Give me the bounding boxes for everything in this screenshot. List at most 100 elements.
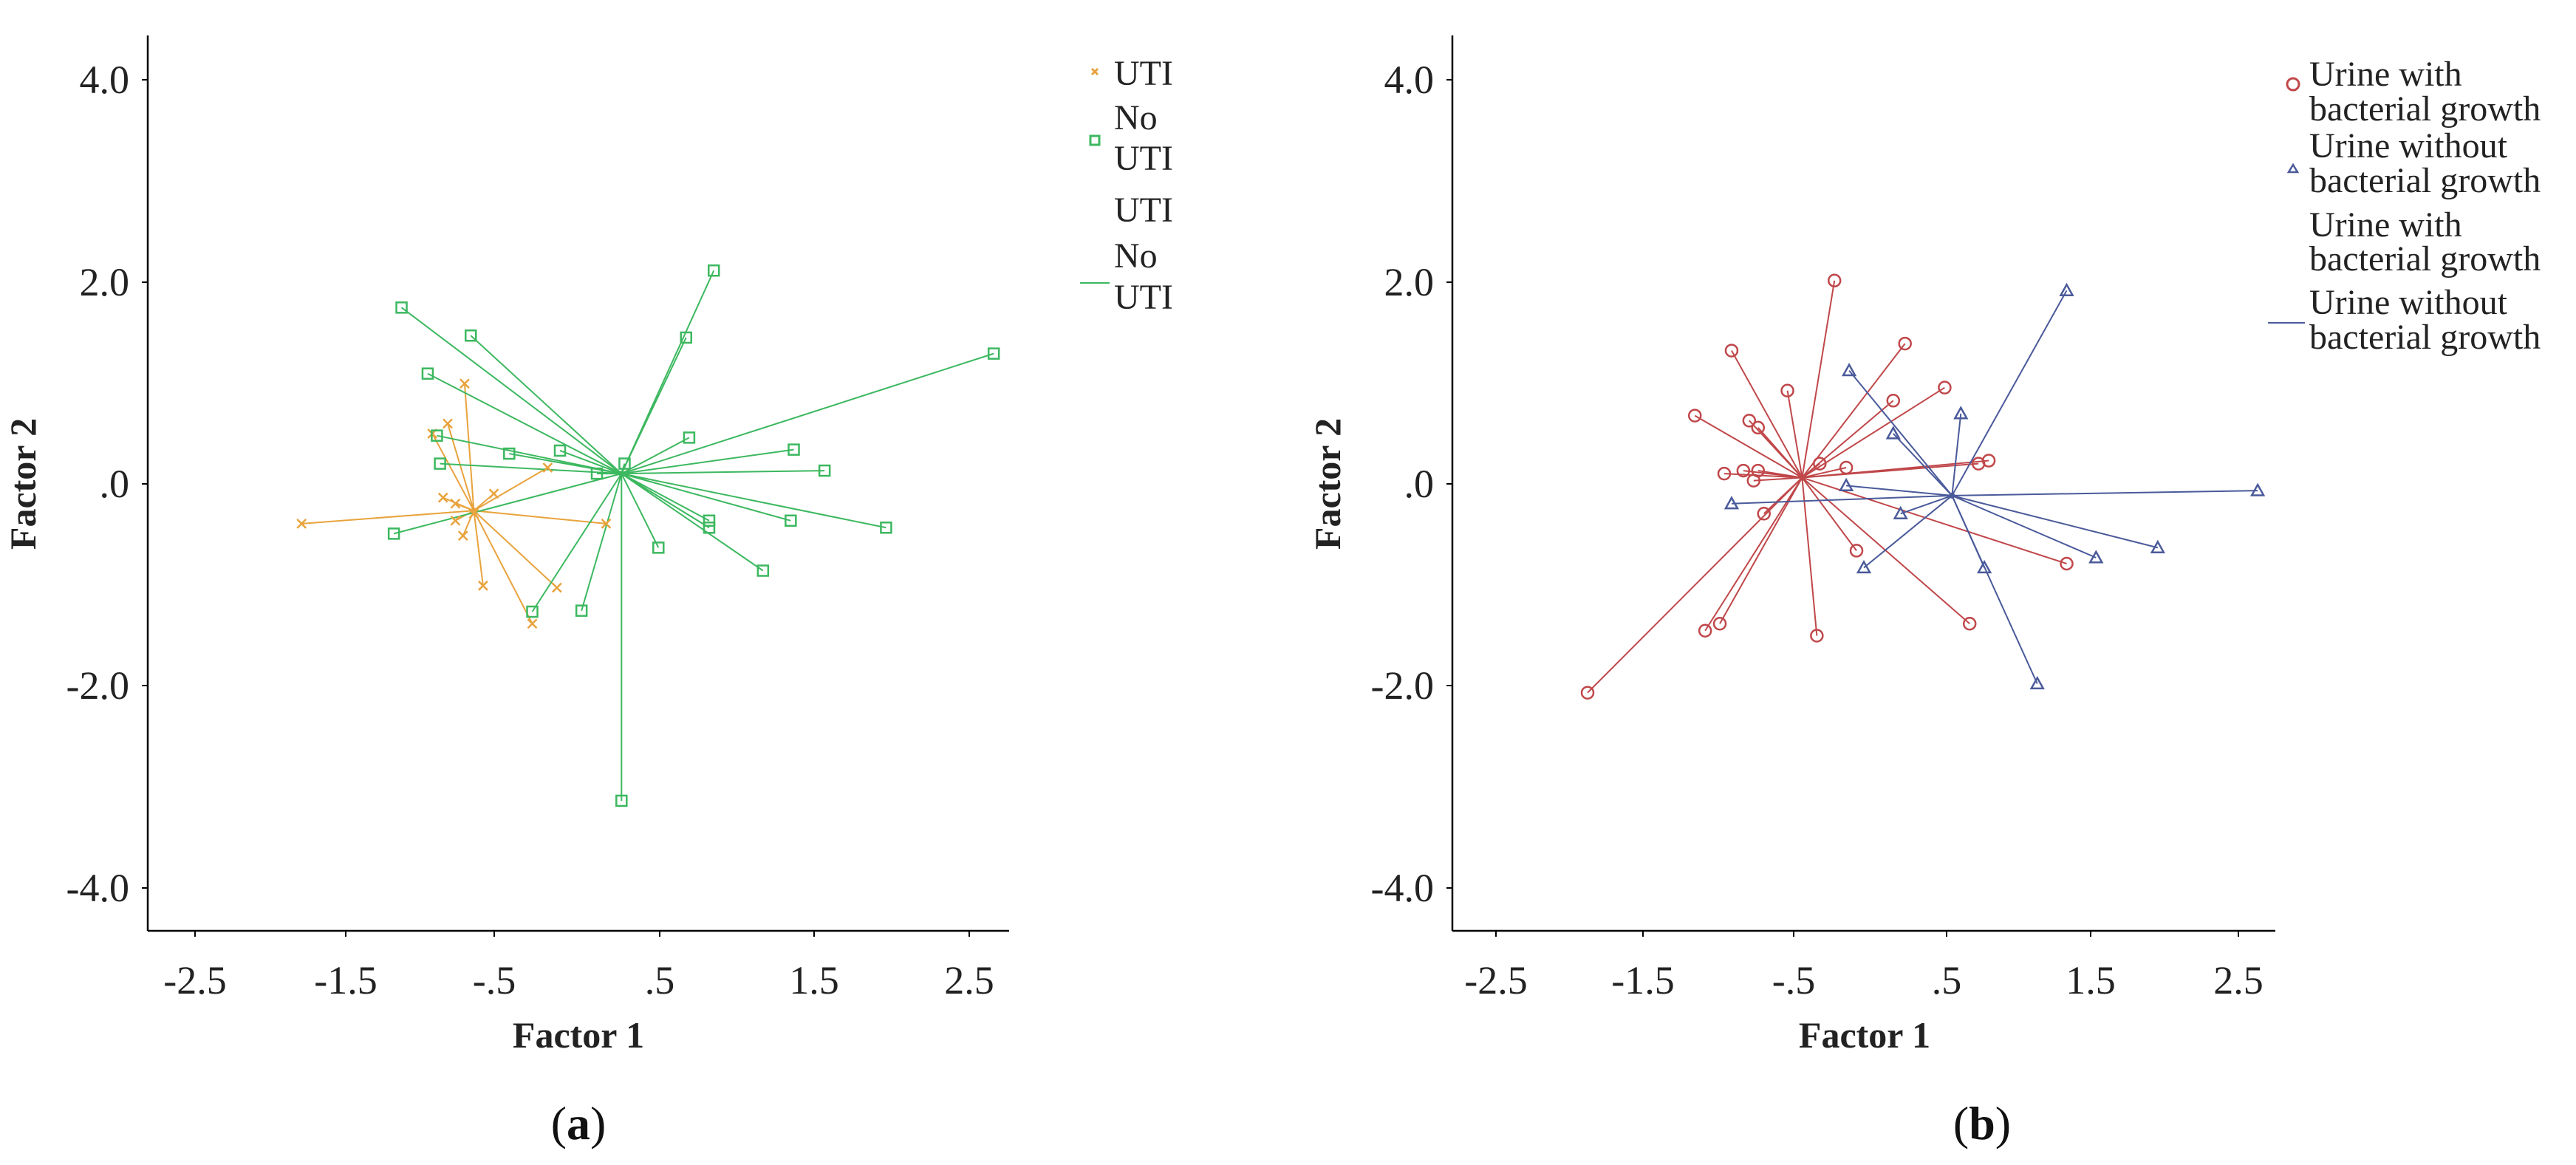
data-point-triangle bbox=[2088, 550, 2104, 564]
data-point-circle bbox=[1780, 383, 1794, 397]
x-tick-label: -2.5 bbox=[1464, 958, 1527, 1002]
data-point-triangle bbox=[2150, 539, 2165, 553]
data-point-square bbox=[526, 605, 539, 618]
x-ticks bbox=[194, 931, 970, 937]
y-ticks bbox=[1446, 79, 1452, 889]
y-tick-label: 4.0 bbox=[1384, 58, 1435, 102]
centroid-spoke-line bbox=[1731, 350, 1803, 479]
y-axis-title: Factor 2 bbox=[2, 418, 44, 550]
data-point-triangle bbox=[1723, 496, 1740, 510]
legend-label: bacterial growth bbox=[2309, 89, 2541, 129]
legend-label: UTI bbox=[1114, 54, 1173, 93]
data-point-circle bbox=[1724, 344, 1739, 358]
centroid-spoke-line bbox=[470, 335, 622, 474]
centroid-spoke-line bbox=[474, 510, 607, 525]
data-point-square bbox=[987, 347, 1000, 360]
centroid-spoke-line bbox=[1801, 476, 1857, 552]
data-point-circle bbox=[1698, 624, 1712, 638]
data-point-cross bbox=[296, 518, 307, 529]
y-tick-labels: 4.0 2.0 .0 -2.0 -4.0 bbox=[66, 58, 129, 910]
data-point-cross bbox=[457, 530, 468, 541]
y-tick-label: 4.0 bbox=[80, 58, 130, 102]
legend-item-no-uti-line: No UTI bbox=[1080, 236, 1173, 317]
centroid-spoke-line bbox=[1801, 343, 1906, 479]
data-point-circle bbox=[1687, 409, 1702, 423]
panel-label-a: (a) bbox=[551, 1097, 607, 1149]
centroid-spoke-line bbox=[1753, 476, 1803, 482]
centroid-spoke-line bbox=[621, 352, 994, 475]
legend-b: Urine with bacterial growth Urine withou… bbox=[2268, 55, 2541, 357]
centroid-spoke-line bbox=[621, 473, 710, 522]
group-centroid bbox=[1949, 492, 1955, 499]
centroid-spoke-line bbox=[531, 473, 623, 612]
legend-item-without-growth-line: Urine without bacterial growth bbox=[2268, 283, 2541, 357]
data-point-circle bbox=[1971, 457, 1986, 471]
legend-label: bacterial growth bbox=[2309, 161, 2541, 200]
legend-triangle-marker bbox=[2286, 163, 2300, 174]
x-tick-label: 1.5 bbox=[2066, 958, 2116, 1002]
data-point-circle bbox=[1813, 457, 1827, 471]
x-tick-label: -2.5 bbox=[163, 958, 226, 1002]
x-tick-label: 2.5 bbox=[944, 958, 994, 1002]
data-point-square bbox=[683, 431, 696, 444]
y-tick-label: .0 bbox=[1404, 462, 1435, 506]
data-point-square bbox=[703, 522, 716, 534]
data-point-cross bbox=[450, 515, 461, 526]
centroid-spoke-line bbox=[1848, 370, 1953, 496]
centroid-spoke-line bbox=[1952, 490, 2258, 496]
centroid-spoke-line bbox=[1694, 414, 1803, 479]
centroid-spoke-line bbox=[1893, 433, 1953, 496]
legend-item-with-growth-marker: Urine with bacterial growth bbox=[2286, 55, 2541, 129]
data-point-square bbox=[618, 457, 631, 470]
centroid-spoke-line bbox=[1786, 390, 1803, 478]
centroid-spoke-line bbox=[393, 473, 622, 535]
x-tick-labels: -2.5 -1.5 -.5 .5 1.5 2.5 bbox=[1464, 958, 2263, 1002]
data-point-square bbox=[756, 564, 770, 577]
data-point-circle bbox=[1580, 686, 1595, 700]
data-point-circle bbox=[1751, 463, 1766, 478]
data-point-triangle bbox=[2059, 282, 2074, 296]
y-tick-label: .0 bbox=[100, 462, 130, 506]
data-point-triangle bbox=[1839, 477, 1854, 492]
x-tick-label: .5 bbox=[1932, 958, 1962, 1002]
centroid-spoke-line bbox=[447, 423, 475, 511]
centroid-spoke-line bbox=[473, 510, 558, 589]
centroid-spoke-line bbox=[1951, 495, 2097, 558]
centroid-spoke-line bbox=[621, 473, 886, 529]
data-point-cross bbox=[542, 462, 553, 473]
data-point-square bbox=[615, 794, 628, 807]
plot-area-b bbox=[1580, 273, 2266, 700]
data-point-triangle bbox=[2029, 675, 2045, 690]
data-point-cross bbox=[459, 378, 470, 389]
centroid-spoke-line bbox=[559, 450, 622, 475]
data-point-triangle bbox=[1841, 363, 1857, 377]
data-point-cross bbox=[551, 582, 562, 593]
data-point-circle bbox=[1886, 394, 1901, 408]
data-point-triangle bbox=[1976, 559, 1992, 574]
centroid-spoke-line bbox=[1704, 477, 1803, 632]
data-point-cross bbox=[443, 418, 453, 429]
panel-letter: b bbox=[1969, 1097, 1995, 1149]
data-point-circle bbox=[1849, 544, 1864, 558]
data-point-square bbox=[880, 522, 892, 534]
panel-label-b: (b) bbox=[1953, 1097, 2011, 1149]
data-point-triangle bbox=[1893, 505, 1908, 519]
data-point-triangle bbox=[1856, 559, 1872, 574]
legend-a: UTI No UTI UTI No UTI bbox=[1080, 54, 1173, 317]
y-ticks bbox=[142, 79, 148, 889]
y-tick-label: -4.0 bbox=[1371, 866, 1434, 910]
legend-item-with-growth-line: Urine with bacterial growth bbox=[2309, 205, 2541, 279]
x-tick-label: -.5 bbox=[1772, 958, 1815, 1002]
y-tick-label: -4.0 bbox=[66, 866, 129, 910]
data-point-square bbox=[707, 264, 720, 277]
chart-panel-a: 4.0 2.0 .0 -2.0 -4.0 -2.5 -1.5 -.5 .5 1.… bbox=[2, 35, 1173, 1149]
data-point-square bbox=[680, 331, 692, 344]
centroid-spoke-line bbox=[1587, 476, 1803, 694]
centroid-spoke-line bbox=[473, 467, 548, 512]
centroid-spoke-line bbox=[1802, 462, 1979, 479]
centroid-spoke-line bbox=[581, 473, 623, 611]
legend-label: bacterial growth bbox=[2309, 318, 2541, 357]
legend-item-uti-line: UTI bbox=[1114, 191, 1173, 230]
centroid-spoke-line bbox=[400, 307, 622, 474]
data-point-circle bbox=[1751, 420, 1766, 435]
